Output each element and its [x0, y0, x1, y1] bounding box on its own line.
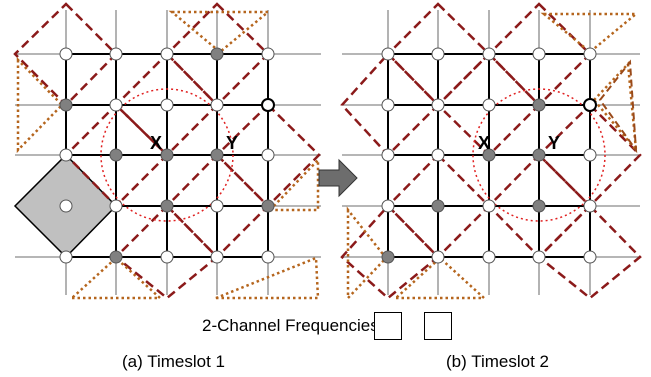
- panel-b-interference-circle: [472, 88, 606, 222]
- caption-timeslot-1: (a) Timeslot 1: [122, 352, 225, 371]
- timeslot-transition-arrow: [318, 158, 358, 198]
- panel-b-nodes: [381, 47, 597, 264]
- panel-a-nodes: [59, 47, 275, 264]
- caption-timeslot-2: (b) Timeslot 2: [446, 352, 549, 371]
- panel-b-node-x-label: X: [478, 133, 490, 153]
- panel-a-interference-circle: [100, 88, 234, 222]
- panel-a-dotted-triangles: [16, 10, 320, 300]
- mesh-network-diagram: X Y: [13, 2, 642, 300]
- panel-b-node-y-label: Y: [548, 133, 560, 153]
- panel-a: X Y: [13, 2, 321, 300]
- panel-b-dashed-triangle: [598, 59, 638, 154]
- panel-b-dotted-triangles: [346, 12, 640, 300]
- frequency-box-1: [374, 312, 402, 340]
- panel-a-node-y-label: Y: [226, 133, 238, 153]
- legend-text: 2-Channel Frequencies: [202, 316, 379, 335]
- panel-a-node-x-label: X: [150, 133, 162, 153]
- frequency-box-2: [424, 312, 452, 340]
- panel-b: X Y: [340, 2, 642, 300]
